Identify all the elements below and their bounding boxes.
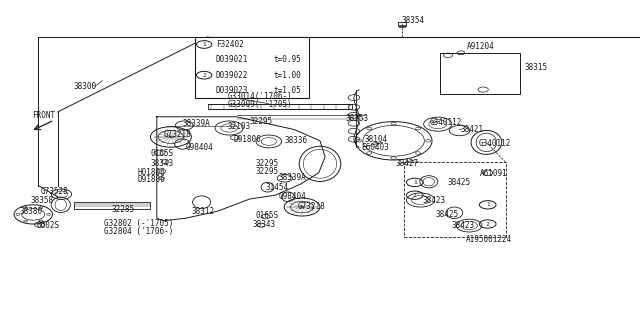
Text: D91806: D91806 [138, 175, 165, 184]
Text: D039023: D039023 [216, 86, 248, 95]
Bar [195, 37, 309, 98]
Text: 2: 2 [486, 221, 490, 227]
Text: FRONT: FRONT [32, 111, 55, 120]
Bar [398, 22, 406, 26]
Text: G98404: G98404 [186, 143, 213, 152]
Text: t=0.95: t=0.95 [274, 55, 301, 64]
Text: G32804 ('1706-): G32804 ('1706-) [104, 227, 173, 236]
Text: G32802 (-'1705): G32802 (-'1705) [104, 219, 173, 228]
Text: D039022: D039022 [216, 71, 248, 80]
Text: 1: 1 [486, 202, 490, 207]
Text: 38336: 38336 [285, 136, 308, 145]
Text: G73528: G73528 [40, 188, 68, 196]
Text: 38354: 38354 [401, 16, 424, 25]
Text: E60403: E60403 [362, 143, 389, 152]
Text: 38380: 38380 [19, 207, 42, 216]
Text: t=1.05: t=1.05 [274, 86, 301, 95]
Text: 38315: 38315 [525, 63, 548, 72]
Text: 2: 2 [202, 73, 206, 78]
Text: 38312: 38312 [192, 207, 215, 216]
Text: G33014('1706-): G33014('1706-) [227, 92, 292, 100]
Bar [440, 53, 520, 94]
Text: 38104: 38104 [365, 135, 388, 144]
Text: 32285: 32285 [112, 205, 135, 214]
Text: 38353: 38353 [346, 114, 369, 123]
Text: t=1.00: t=1.00 [274, 71, 301, 80]
Text: A195001224: A195001224 [466, 236, 512, 244]
Text: D91806: D91806 [234, 135, 261, 144]
Text: 31454: 31454 [266, 183, 289, 192]
Text: 38339A: 38339A [182, 119, 210, 128]
Bar [74, 202, 150, 209]
Text: 0165S: 0165S [256, 212, 279, 220]
Text: 32295: 32295 [256, 167, 279, 176]
Text: 38423: 38423 [422, 196, 445, 204]
Text: 2: 2 [413, 193, 417, 198]
Text: 38427: 38427 [396, 159, 419, 168]
Text: D039021: D039021 [216, 55, 248, 64]
Text: H01806: H01806 [138, 168, 165, 177]
Bar [208, 104, 352, 109]
Text: 38358: 38358 [30, 196, 53, 205]
Text: G33009(-'1705): G33009(-'1705) [227, 100, 292, 108]
Text: G98404: G98404 [278, 192, 306, 201]
Bar [399, 25, 405, 27]
Text: F32402: F32402 [216, 40, 243, 49]
Text: 38425: 38425 [448, 178, 471, 187]
Text: 32295: 32295 [250, 117, 273, 126]
Text: 38423: 38423 [451, 221, 474, 230]
Text: G73218: G73218 [298, 202, 325, 211]
Text: 38339A: 38339A [278, 173, 306, 182]
Text: 32295: 32295 [256, 159, 279, 168]
Text: A61091: A61091 [480, 169, 508, 178]
Bar [404, 162, 506, 237]
Text: 38425: 38425 [435, 210, 458, 219]
Text: 0165S: 0165S [150, 149, 173, 158]
Text: G340112: G340112 [430, 118, 463, 127]
Text: 38343: 38343 [150, 159, 173, 168]
Text: 38343: 38343 [253, 220, 276, 229]
Text: 0602S: 0602S [36, 221, 60, 230]
Text: A91204: A91204 [467, 42, 495, 51]
Text: 1: 1 [202, 42, 206, 47]
Text: G73218: G73218 [163, 130, 191, 139]
Text: 38421: 38421 [461, 125, 484, 134]
Text: G340112: G340112 [479, 139, 511, 148]
Text: 1: 1 [413, 180, 417, 185]
Text: 0104S: 0104S [485, 85, 508, 94]
Text: 38300: 38300 [74, 82, 97, 91]
Text: 32103: 32103 [227, 122, 250, 131]
